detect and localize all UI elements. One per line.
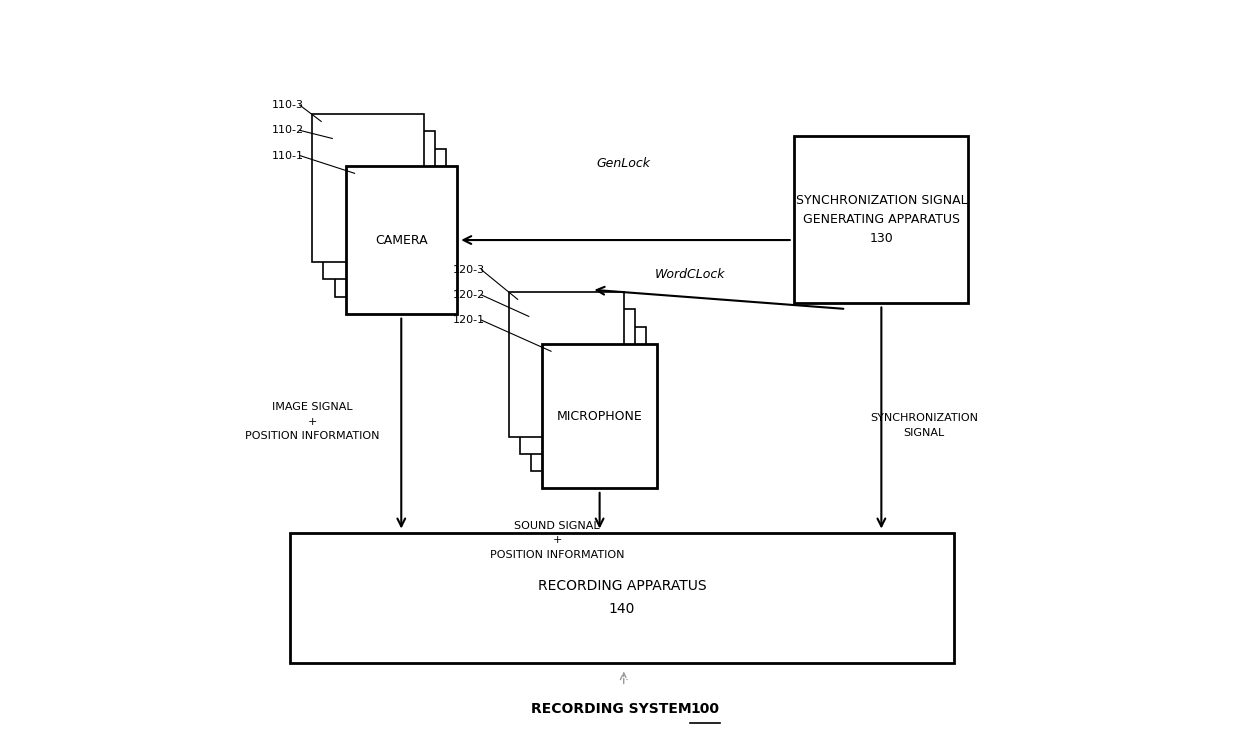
Text: 120-2: 120-2 <box>453 290 485 300</box>
Bar <box>290 533 954 663</box>
Bar <box>324 131 435 279</box>
Bar <box>335 149 445 297</box>
Text: 100: 100 <box>691 701 719 716</box>
Bar <box>542 344 657 489</box>
Text: RECORDING APPARATUS
140: RECORDING APPARATUS 140 <box>538 580 706 616</box>
Text: SYNCHRONIZATION
SIGNAL: SYNCHRONIZATION SIGNAL <box>870 413 978 438</box>
Text: IMAGE SIGNAL
+
POSITION INFORMATION: IMAGE SIGNAL + POSITION INFORMATION <box>246 402 379 441</box>
Text: SYNCHRONIZATION SIGNAL
GENERATING APPARATUS
130: SYNCHRONIZATION SIGNAL GENERATING APPARA… <box>796 194 967 245</box>
Text: 110-1: 110-1 <box>272 150 304 161</box>
Bar <box>312 114 424 262</box>
Bar <box>531 326 646 471</box>
Text: RECORDING SYSTEM: RECORDING SYSTEM <box>531 701 697 716</box>
Text: 120-3: 120-3 <box>453 264 485 275</box>
Bar <box>520 309 635 453</box>
Text: 110-2: 110-2 <box>272 125 304 135</box>
Text: GenLock: GenLock <box>596 157 651 170</box>
Bar <box>346 166 456 314</box>
Text: SOUND SIGNAL
+
POSITION INFORMATION: SOUND SIGNAL + POSITION INFORMATION <box>490 521 624 560</box>
Text: WordCLock: WordCLock <box>655 268 725 281</box>
Bar <box>795 136 968 303</box>
Bar <box>508 292 624 436</box>
Text: MICROPHONE: MICROPHONE <box>557 409 642 423</box>
Text: 110-3: 110-3 <box>272 100 304 110</box>
Text: 120-1: 120-1 <box>453 315 485 325</box>
Text: CAMERA: CAMERA <box>374 234 428 247</box>
